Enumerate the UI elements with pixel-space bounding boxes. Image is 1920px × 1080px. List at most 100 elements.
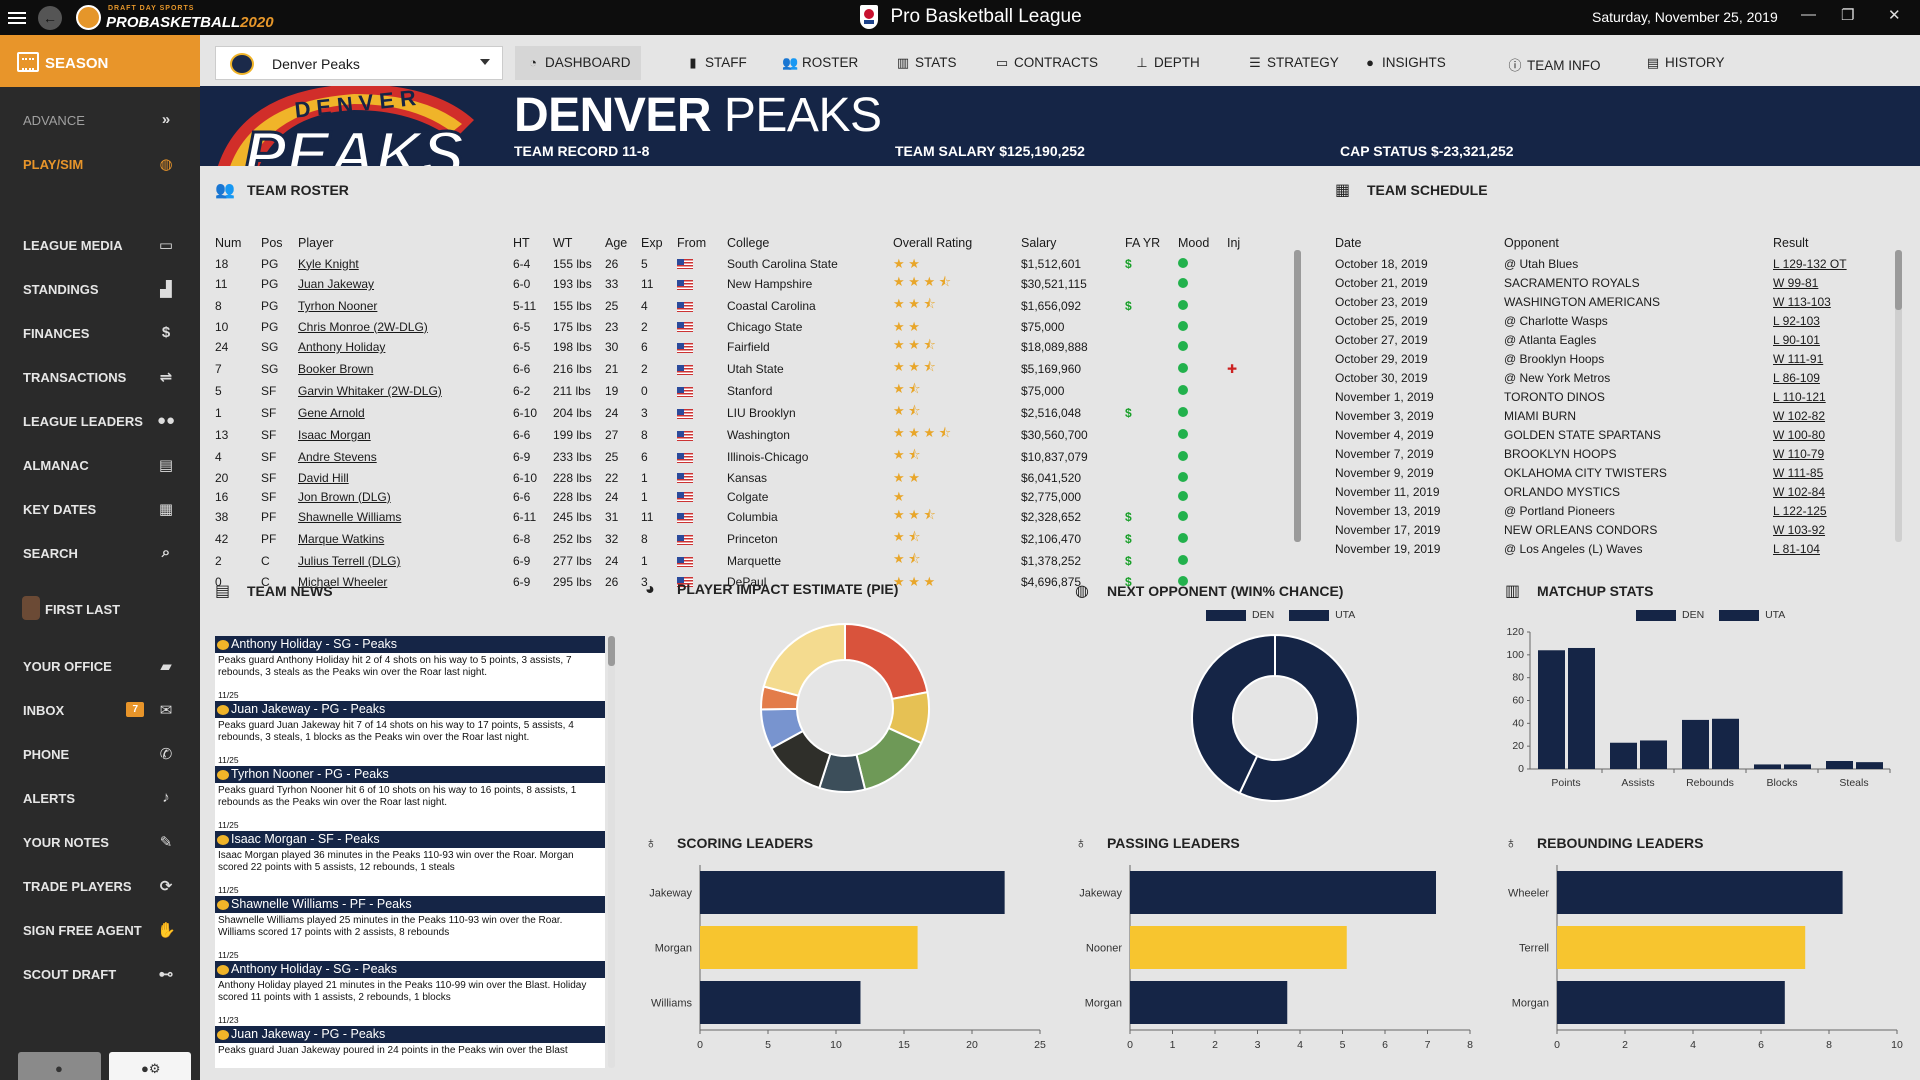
news-scroll-thumb[interactable] <box>608 636 615 666</box>
schedule-scrollbar[interactable] <box>1895 250 1902 542</box>
leader-bar-morgan[interactable] <box>1557 981 1785 1024</box>
roster-column-header[interactable]: Exp <box>641 236 663 250</box>
pie-slice[interactable] <box>844 622 929 701</box>
table-row[interactable]: November 19, 2019 @ Los Angeles (L) Waves… <box>1335 539 1893 558</box>
leader-bar-morgan[interactable] <box>700 926 918 969</box>
sidebar-item-sign-free-agent[interactable]: SIGN FREE AGENT ✋ <box>0 915 200 945</box>
table-row[interactable]: 42 PF Marque Watkins 6-8 252 lbs 32 8 Princeton… <box>215 528 1257 550</box>
table-row[interactable]: October 25, 2019 @ Charlotte Wasps L 92-10… <box>1335 311 1893 330</box>
table-row[interactable]: October 29, 2019 @ Brooklyn Hoops W 111-91 <box>1335 349 1893 368</box>
sidebar-item-key-dates[interactable]: KEY DATES ▦ <box>0 494 200 524</box>
roster-column-header[interactable]: Pos <box>261 236 283 250</box>
player-name-link[interactable]: Gene Arnold <box>298 406 365 420</box>
news-item[interactable]: Isaac Morgan - SF - Peaks Isaac Morgan pl… <box>215 831 605 896</box>
news-headline[interactable]: Anthony Holiday - SG - Peaks <box>215 961 605 978</box>
player-name-link[interactable]: Anthony Holiday <box>298 340 386 354</box>
roster-column-header[interactable]: From <box>677 236 707 250</box>
game-result-link[interactable]: L 90-101 <box>1773 332 1820 347</box>
bar-uta-rebounds[interactable] <box>1712 718 1739 769</box>
sidebar-item-scout-draft[interactable]: SCOUT DRAFT ⊷ <box>0 959 200 989</box>
news-headline[interactable]: Juan Jakeway - PG - Peaks <box>215 1026 605 1043</box>
table-row[interactable]: 13 SF Isaac Morgan 6-6 199 lbs 27 8 Washington ★… <box>215 424 1257 446</box>
sidebar-item-almanac[interactable]: ALMANAC ▤ <box>0 450 200 480</box>
table-row[interactable]: 1 SF Gene Arnold 6-10 204 lbs 24 3 LIU Brooklyn… <box>215 402 1257 424</box>
leader-bar-jakeway[interactable] <box>1130 871 1436 914</box>
bar-uta-blocks[interactable] <box>1784 764 1811 769</box>
bar-uta-points[interactable] <box>1568 647 1595 769</box>
tab-history[interactable]: ▤ HISTORY <box>1635 46 1735 80</box>
table-row[interactable]: 11 PG Juan Jakeway 6-0 193 lbs 33 11 New Hampsh… <box>215 273 1257 295</box>
sidebar-item-standings[interactable]: STANDINGS ▟ <box>0 274 200 304</box>
close-icon[interactable]: ✕ <box>1888 7 1901 24</box>
sidebar-item-playsim[interactable]: PLAY/SIM ◍ <box>0 149 200 179</box>
hamburger-menu-icon[interactable] <box>8 9 26 25</box>
table-row[interactable]: November 7, 2019 BROOKLYN HOOPS W 110-79 <box>1335 444 1893 463</box>
schedule-column-header[interactable]: Opponent <box>1504 236 1559 250</box>
bar-den-blocks[interactable] <box>1754 764 1781 769</box>
team-select[interactable]: Denver Peaks <box>215 46 503 80</box>
sidebar-item-advance[interactable]: ADVANCE » <box>0 105 200 135</box>
table-row[interactable]: November 4, 2019 GOLDEN STATE SPARTANS W 1… <box>1335 425 1893 444</box>
game-result-link[interactable]: L 86-109 <box>1773 370 1820 385</box>
single-user-button[interactable]: ● <box>18 1052 101 1080</box>
sidebar-item-search[interactable]: SEARCH ⌕ <box>0 538 200 568</box>
game-result-link[interactable]: L 92-103 <box>1773 313 1820 328</box>
bar-uta-steals[interactable] <box>1856 762 1883 769</box>
table-row[interactable]: October 30, 2019 @ New York Metros L 86-10… <box>1335 368 1893 387</box>
sidebar-item-transactions[interactable]: TRANSACTIONS ⇌ <box>0 362 200 392</box>
player-name-link[interactable]: Booker Brown <box>298 362 374 376</box>
news-headline[interactable]: Isaac Morgan - SF - Peaks <box>215 831 605 848</box>
news-item[interactable]: Juan Jakeway - PG - Peaks Peaks guard Jua… <box>215 1026 605 1068</box>
player-name-link[interactable]: Andre Stevens <box>298 450 377 464</box>
table-row[interactable]: 5 SF Garvin Whitaker (2W-DLG) 6-2 211 lbs 19 0… <box>215 380 1257 402</box>
player-name-link[interactable]: David Hill <box>298 470 349 485</box>
game-result-link[interactable]: W 102-84 <box>1773 484 1826 499</box>
schedule-scroll-thumb[interactable] <box>1895 250 1902 310</box>
win-chance-slice-den[interactable] <box>1238 633 1359 802</box>
table-row[interactable]: 4 SF Andre Stevens 6-9 233 lbs 25 6 Illinois-Ch… <box>215 446 1257 468</box>
sidebar-item-finances[interactable]: FINANCES $ <box>0 318 200 348</box>
news-feed[interactable]: Anthony Holiday - SG - Peaks Peaks guard … <box>215 636 605 1068</box>
game-result-link[interactable]: L 81-104 <box>1773 541 1820 556</box>
player-name-link[interactable]: Isaac Morgan <box>298 428 371 442</box>
sidebar-item-inbox[interactable]: INBOX 7 ✉ <box>0 695 200 725</box>
game-result-link[interactable]: W 111-91 <box>1773 351 1824 366</box>
table-row[interactable]: October 23, 2019 WASHINGTON AMERICANS W 11… <box>1335 292 1893 311</box>
roster-scrollbar[interactable] <box>1294 250 1301 542</box>
table-row[interactable]: 0 C Michael Wheeler 6-9 295 lbs 26 3 DePaul ★ ★ … <box>215 572 1257 591</box>
leader-bar-wheeler[interactable] <box>1557 871 1843 914</box>
news-item[interactable]: Anthony Holiday - SG - Peaks Peaks guard … <box>215 636 605 701</box>
leader-bar-nooner[interactable] <box>1130 926 1347 969</box>
tab-insights[interactable]: ● INSIGHTS <box>1352 46 1456 80</box>
table-row[interactable]: November 3, 2019 MIAMI BURN W 102-82 <box>1335 406 1893 425</box>
leader-bar-terrell[interactable] <box>1557 926 1806 969</box>
leader-bar-williams[interactable] <box>700 981 861 1024</box>
game-result-link[interactable]: W 99-81 <box>1773 275 1819 290</box>
sidebar-item-your-notes[interactable]: YOUR NOTES ✎ <box>0 827 200 857</box>
tab-contracts[interactable]: ▭ CONTRACTS <box>984 46 1108 80</box>
bar-den-rebounds[interactable] <box>1682 719 1709 769</box>
tab-depth[interactable]: ⊥ DEPTH <box>1124 46 1210 80</box>
game-result-link[interactable]: W 110-79 <box>1773 446 1825 461</box>
tab-dashboard[interactable]: ◔ DASHBOARD <box>515 46 641 80</box>
roster-column-header[interactable]: College <box>727 236 770 250</box>
table-row[interactable]: 20 SF David Hill 6-10 228 lbs 22 1 Kansas ★ ★ $6,… <box>215 468 1257 487</box>
player-name-link[interactable]: Juan Jakeway <box>298 277 375 291</box>
table-row[interactable]: 38 PF Shawnelle Williams 6-11 245 lbs 31 11 Col… <box>215 506 1257 528</box>
bar-den-points[interactable] <box>1538 650 1565 769</box>
schedule-column-header[interactable]: Date <box>1335 236 1362 250</box>
player-name-link[interactable]: Marque Watkins <box>298 532 385 546</box>
minimize-icon[interactable]: — <box>1801 6 1816 23</box>
roster-column-header[interactable]: FA YR <box>1125 236 1161 250</box>
player-name-link[interactable]: Chris Monroe (2W-DLG) <box>298 319 428 334</box>
news-headline[interactable]: Juan Jakeway - PG - Peaks <box>215 701 605 718</box>
tab-roster[interactable]: 👥 ROSTER <box>772 46 868 80</box>
restore-icon[interactable]: ❐ <box>1841 7 1855 24</box>
roster-column-header[interactable]: Player <box>298 236 334 250</box>
sidebar-item-alerts[interactable]: ALERTS ♪ <box>0 783 200 813</box>
game-result-link[interactable]: L 110-121 <box>1773 389 1826 404</box>
sidebar-user[interactable]: FIRST LAST <box>0 594 200 624</box>
player-name-link[interactable]: Jon Brown (DLG) <box>298 489 391 504</box>
player-name-link[interactable]: Tyrhon Nooner <box>298 299 378 313</box>
roster-column-header[interactable]: Salary <box>1021 236 1057 250</box>
